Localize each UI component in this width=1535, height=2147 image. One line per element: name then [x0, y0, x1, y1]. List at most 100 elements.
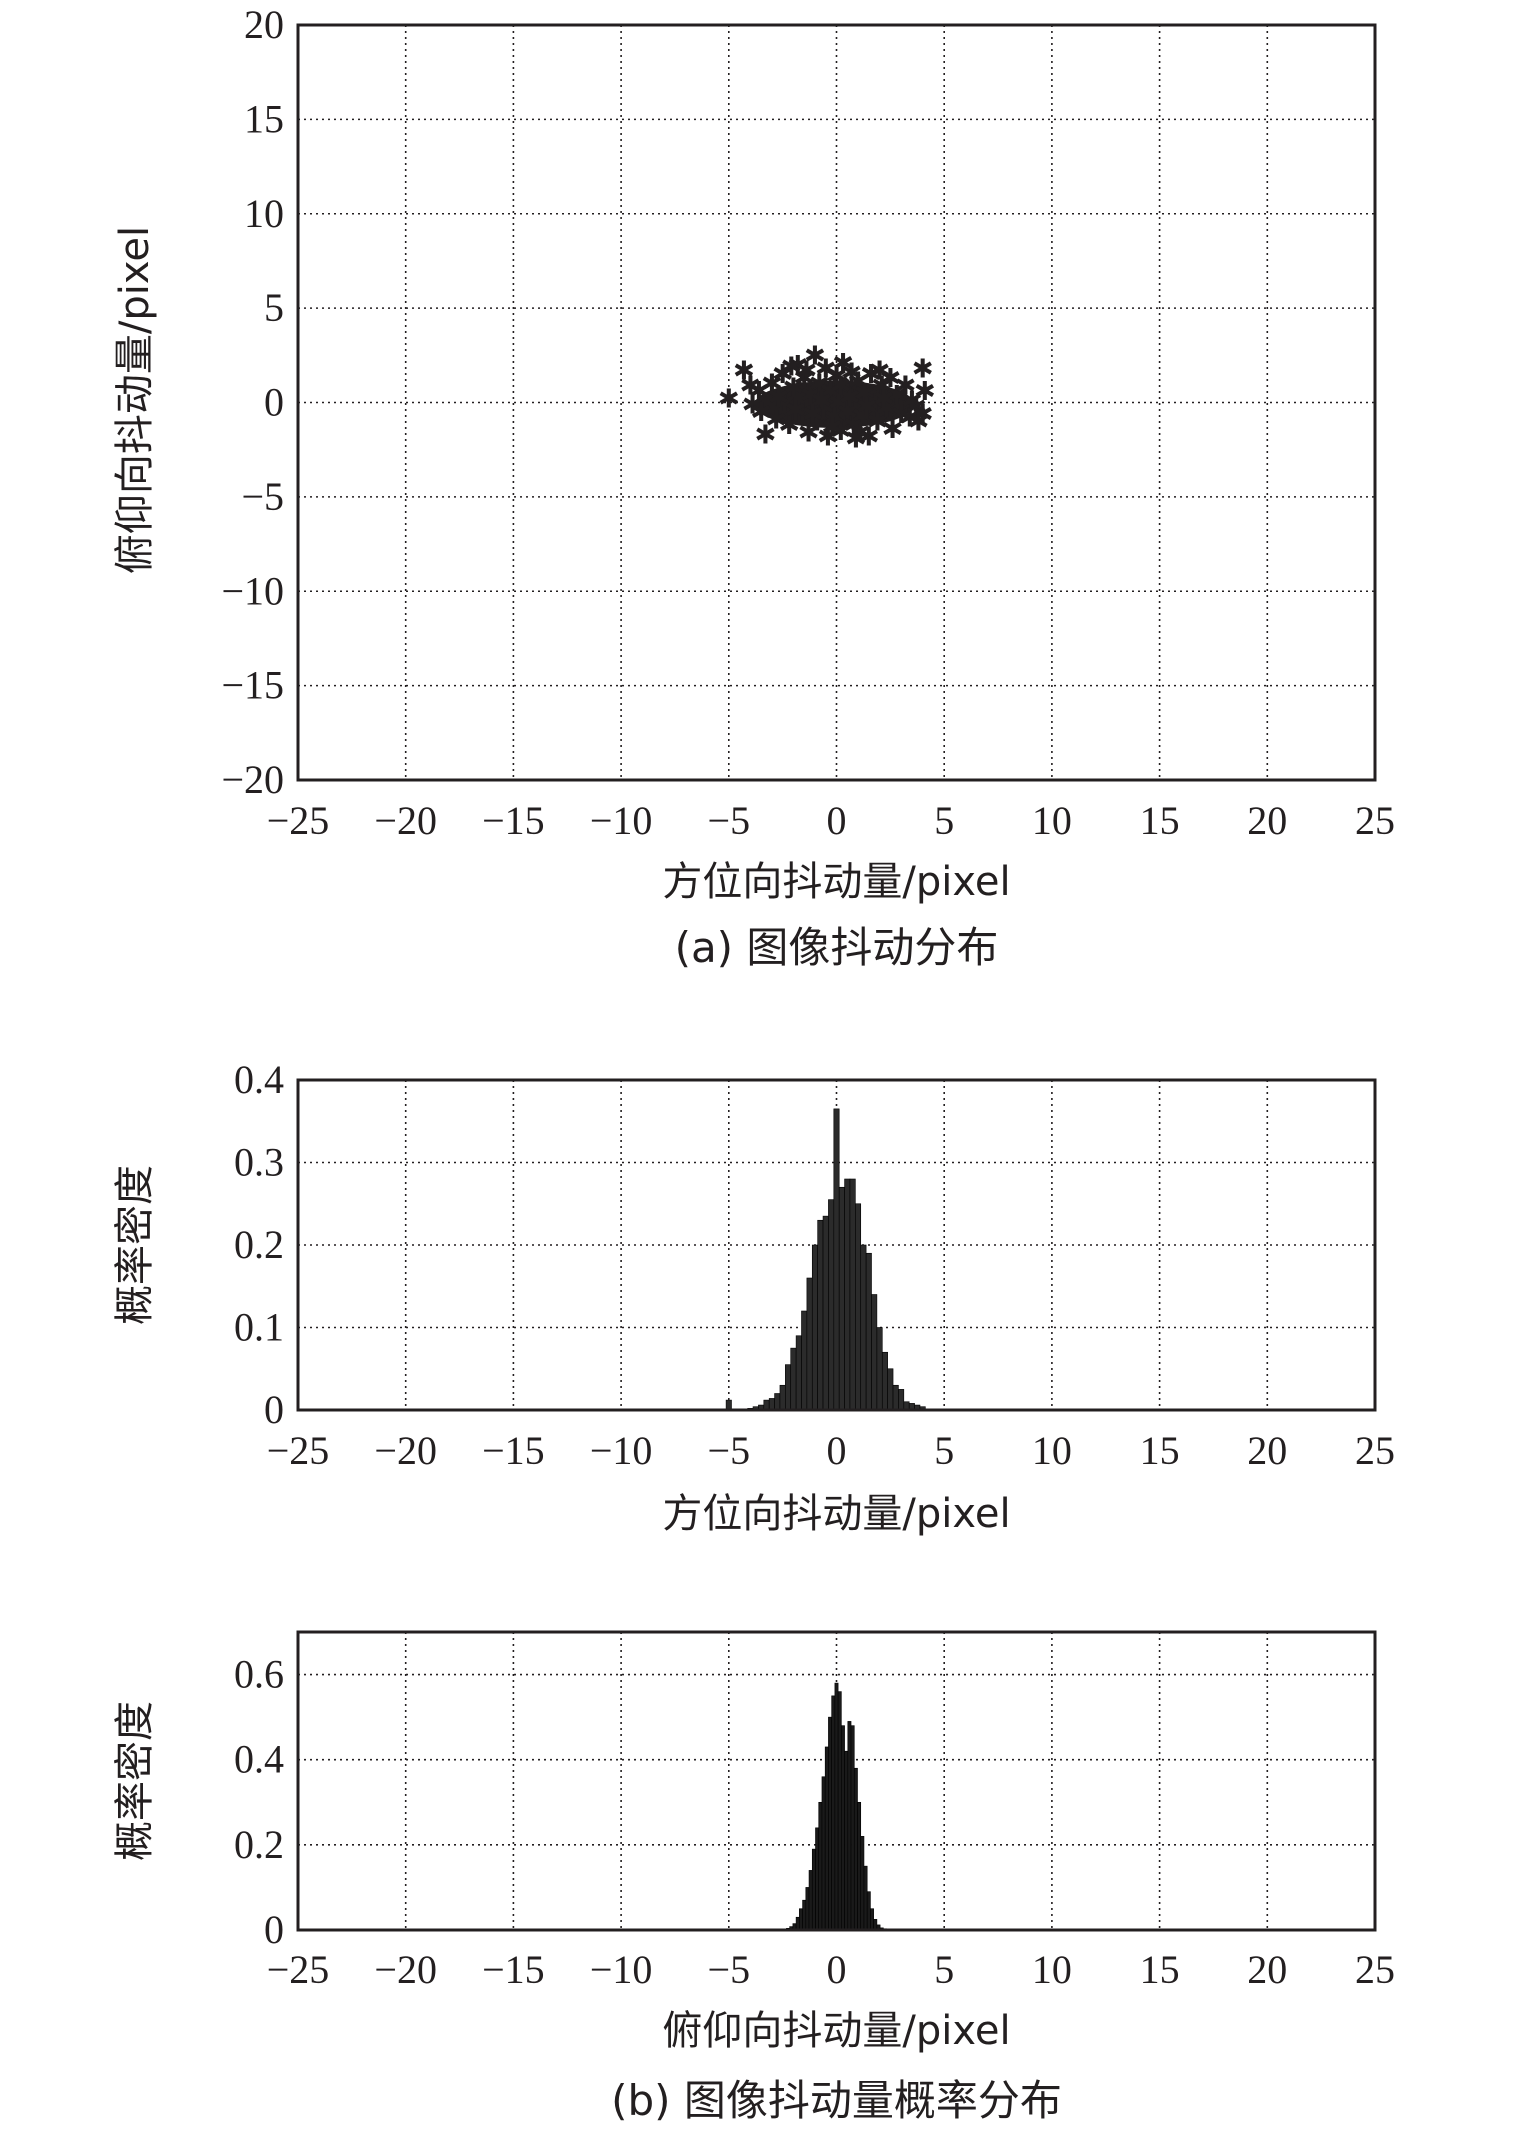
x-tick-label: 25: [1355, 1428, 1395, 1473]
scatter-point: ✱: [845, 385, 867, 415]
bar: [805, 1887, 810, 1931]
bar: [850, 1725, 855, 1931]
y-axis-title: 概率密度: [112, 1165, 158, 1325]
scatter-point: ✱: [785, 396, 807, 426]
scatter-point: ✱: [834, 373, 856, 403]
x-tick-label: 5: [934, 798, 954, 843]
scatter-point: ✱: [856, 392, 878, 422]
x-tick-label: 20: [1247, 1428, 1287, 1473]
x-tick-label: −25: [267, 1428, 330, 1473]
bar: [860, 1244, 867, 1411]
scatter-point: ✱: [871, 372, 893, 402]
bar: [892, 1384, 899, 1411]
x-tick-label: 25: [1355, 798, 1395, 843]
x-tick-label: −15: [482, 1947, 545, 1992]
x-axis-title: 俯仰向抖动量/pixel: [662, 2008, 1010, 2054]
plot-frame: [296, 23, 1377, 782]
x-tick-label: −5: [708, 1947, 751, 1992]
scatter-point: ✱: [815, 355, 837, 385]
x-tick-label: 15: [1140, 1947, 1180, 1992]
scatter-point: ✱: [804, 341, 826, 371]
y-tick-label: 0: [264, 1387, 284, 1432]
scatter-point: ✱: [795, 356, 817, 386]
scatter-point: ✱: [742, 390, 764, 420]
y-tick-label: 0.4: [234, 1737, 284, 1782]
x-tick-label: −15: [482, 1428, 545, 1473]
bar: [785, 1364, 792, 1411]
bar: [876, 1327, 883, 1411]
scatter-point: ✱: [854, 379, 876, 409]
bar: [847, 1721, 852, 1931]
scatter-point: ✱: [813, 392, 835, 422]
scatter-point: ✱: [847, 368, 869, 398]
x-tick-label: 20: [1247, 1947, 1287, 1992]
scatter-point: ✱: [826, 362, 848, 392]
y-tick-label: 0.1: [234, 1305, 284, 1350]
plot-frame: [296, 1078, 1377, 1412]
x-tick-label: −20: [374, 798, 437, 843]
x-tick-label: −20: [374, 1947, 437, 1992]
y-tick-label: −20: [221, 757, 284, 802]
bar: [834, 1682, 839, 1931]
bar: [802, 1899, 807, 1931]
x-tick-label: 15: [1140, 1428, 1180, 1473]
bar: [837, 1691, 842, 1931]
bar: [821, 1776, 826, 1931]
figure-caption: (a) 图像抖动分布: [675, 923, 999, 972]
bar: [887, 1368, 894, 1411]
bar: [870, 1908, 874, 1931]
x-tick-label: −25: [267, 1947, 330, 1992]
scatter-point: ✱: [875, 394, 897, 424]
bar: [806, 1277, 813, 1411]
x-axis-title: 方位向抖动量/pixel: [662, 859, 1010, 905]
scatter-point: ✱: [860, 360, 882, 390]
y-tick-label: 10: [244, 191, 284, 236]
y-tick-label: −5: [241, 474, 284, 519]
scatter-point: ✱: [755, 421, 777, 451]
x-tick-label: 5: [934, 1428, 954, 1473]
bar: [815, 1827, 820, 1931]
bar: [822, 1215, 829, 1411]
scatter-point: ✱: [839, 383, 861, 413]
bar: [818, 1801, 823, 1931]
scatter-point: ✱: [787, 351, 809, 381]
scatter-point: ✱: [739, 372, 761, 402]
scatter-point: ✱: [901, 387, 923, 417]
bar: [898, 1389, 905, 1411]
scatter-point: ✱: [718, 385, 740, 415]
scatter-point: ✱: [858, 422, 880, 452]
scatter-point: ✱: [750, 398, 772, 428]
scatter-point: ✱: [793, 364, 815, 394]
scatter-point: ✱: [778, 411, 800, 441]
scatter-point: ✱: [802, 400, 824, 430]
x-tick-label: 15: [1140, 798, 1180, 843]
scatter-point: ✱: [817, 422, 839, 452]
scatter-point: ✱: [830, 417, 852, 447]
bar: [824, 1746, 829, 1931]
scatter-point: ✱: [841, 358, 863, 388]
scatter-point: ✱: [914, 377, 936, 407]
x-tick-label: −5: [708, 798, 751, 843]
bars: [786, 1682, 887, 1931]
bar: [844, 1178, 851, 1411]
scatter-point: ✱: [895, 372, 917, 402]
bar: [811, 1848, 816, 1931]
scatter-point: ✱: [832, 349, 854, 379]
y-tick-label: 0.3: [234, 1140, 284, 1185]
scatter-point: ✱: [886, 381, 908, 411]
x-tick-label: 10: [1032, 1428, 1072, 1473]
y-axis-title: 俯仰向抖动量/pixel: [112, 226, 158, 574]
scatter-point: ✱: [905, 392, 927, 422]
scatter-point: ✱: [882, 415, 904, 445]
x-tick-label: 0: [827, 1428, 847, 1473]
bar: [844, 1750, 849, 1931]
x-tick-label: 25: [1355, 1947, 1395, 1992]
chart-1: ✱✱✱✱✱✱✱✱✱✱✱✱✱✱✱✱✱✱✱✱✱✱✱✱✱✱✱✱✱✱✱✱✱✱✱✱✱✱✱✱…: [112, 2, 1395, 972]
scatter-point: ✱: [907, 407, 929, 437]
x-tick-label: 20: [1247, 798, 1287, 843]
bar: [871, 1294, 878, 1411]
scatter-point: ✱: [912, 400, 934, 430]
scatter-point: ✱: [890, 400, 912, 430]
y-tick-label: −10: [221, 568, 284, 613]
